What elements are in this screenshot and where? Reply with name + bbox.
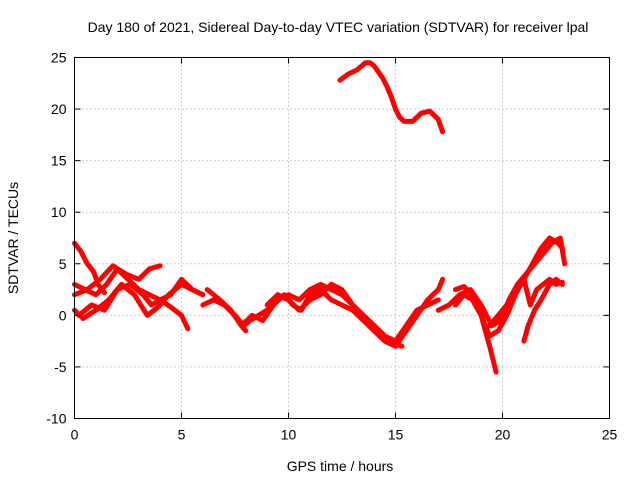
series-line-track-c: [72, 263, 163, 298]
series-line-track-a: [72, 240, 107, 296]
chart-title: Day 180 of 2021, Sidereal Day-to-day VTE…: [88, 19, 589, 35]
series-line-track-p: [521, 276, 565, 344]
x-tick-label: 10: [281, 427, 297, 443]
series-line-track-j: [264, 281, 441, 344]
y-tick-label: 0: [59, 307, 67, 323]
series-line-track-i: [238, 276, 446, 349]
series-line-track-f: [136, 276, 206, 303]
series-line-track-e: [76, 281, 191, 332]
y-tick-label: 15: [51, 153, 67, 169]
y-tick-label: 5: [59, 256, 67, 272]
grid: [74, 57, 610, 419]
y-tick-label: 10: [51, 204, 67, 220]
x-tick-label: 0: [71, 427, 79, 443]
y-tick-label: 25: [51, 50, 67, 66]
y-tick-label: 20: [51, 101, 67, 117]
x-tick-label: 15: [388, 427, 404, 443]
data-series: [72, 60, 568, 375]
y-tick-label: -5: [54, 359, 67, 375]
axis-ticks: 0 5 10 15 20 25 -10 -5 0 5 10 15 20 25: [46, 50, 617, 443]
series-line-track-m: [452, 235, 565, 339]
plot-frame: [74, 57, 610, 419]
series-line-track-d: [72, 281, 206, 321]
x-tick-label: 20: [495, 427, 511, 443]
x-tick-label: 25: [602, 427, 618, 443]
x-tick-label: 5: [178, 427, 186, 443]
y-axis-label: SDTVAR / TECUs: [5, 182, 21, 294]
series-line-track-k: [337, 60, 446, 135]
x-axis-label: GPS time / hours: [287, 458, 394, 474]
y-tick-label: -10: [46, 411, 66, 427]
